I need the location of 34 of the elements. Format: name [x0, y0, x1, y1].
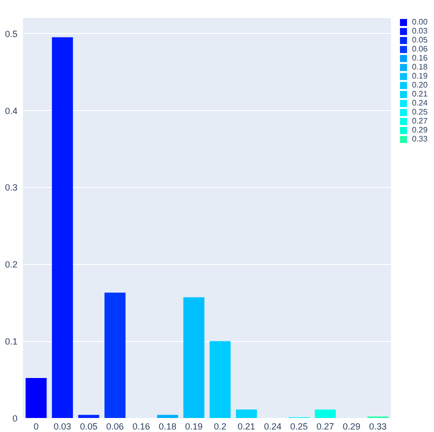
- y-tick-label: 0.1: [4, 336, 18, 347]
- y-tick-label: 0.2: [4, 260, 18, 270]
- legend-label: 0.06: [412, 44, 428, 54]
- y-tick-label: 0.4: [4, 106, 18, 116]
- x-tick-label: 0.2: [214, 422, 226, 432]
- x-tick-label: 0: [34, 422, 39, 432]
- legend-label: 0.21: [412, 90, 428, 98]
- legend-label: 0.05: [412, 36, 428, 44]
- x-tick-label: 0.05: [80, 422, 98, 432]
- x-tick-label: 0.16: [132, 422, 150, 432]
- x-tick-label: 0.27: [316, 422, 334, 432]
- x-tick-label: 0.25: [290, 422, 308, 432]
- legend-label: 0.00: [412, 18, 428, 26]
- legend-label: 0.03: [412, 26, 428, 36]
- legend-label: 0.18: [412, 62, 428, 72]
- legend-label: 0.16: [412, 54, 428, 62]
- x-tick-label: 0.06: [106, 422, 124, 432]
- x-tick-label: 0.19: [185, 422, 203, 432]
- legend-label: 0.33: [412, 134, 428, 144]
- y-tick-label: 0.5: [4, 28, 18, 39]
- legend-label: 0.19: [412, 72, 428, 80]
- x-tick-label: 0.33: [369, 422, 387, 432]
- legend-label: 0.25: [412, 108, 428, 116]
- legend-label: 0.20: [412, 80, 428, 90]
- legend-label: 0.27: [412, 116, 428, 126]
- x-tick-label: 0.03: [54, 422, 72, 432]
- y-tick-label: 0.3: [4, 182, 18, 193]
- x-tick-label: 0.29: [342, 422, 360, 432]
- legend-label: 0.24: [412, 98, 428, 108]
- y-tick-label: 0: [12, 414, 18, 424]
- x-tick-label: 0.21: [238, 422, 256, 432]
- x-tick-label: 0.18: [158, 422, 176, 432]
- x-tick-label: 0.24: [264, 422, 282, 432]
- legend-label: 0.29: [412, 126, 428, 134]
